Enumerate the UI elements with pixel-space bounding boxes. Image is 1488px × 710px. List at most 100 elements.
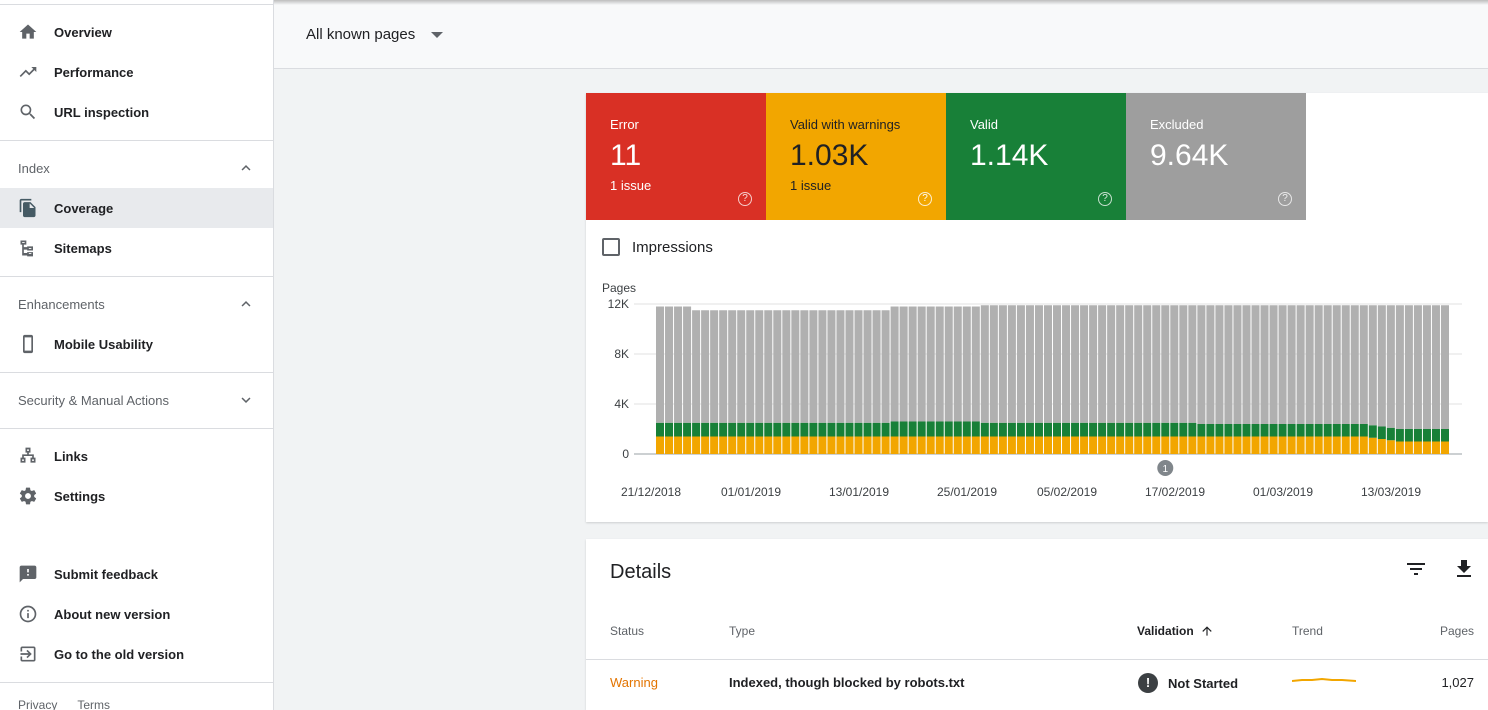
bar-segment-2 xyxy=(971,421,980,437)
column-header-pages[interactable]: Pages xyxy=(1439,624,1474,638)
bar-segment-3 xyxy=(1098,305,1107,423)
privacy-link[interactable]: Privacy xyxy=(18,698,58,710)
bar-segment-3 xyxy=(1413,305,1422,429)
bar-segment-2 xyxy=(863,422,872,437)
filter-button[interactable] xyxy=(1404,557,1428,581)
links-icon xyxy=(0,446,54,466)
bar-segment-3 xyxy=(1134,305,1143,423)
sidebar-item-url-inspection[interactable]: URL inspection xyxy=(0,92,273,132)
sidebar-item-label: Submit feedback xyxy=(54,566,159,582)
coverage-chart: Pages 12K 8K 4K 0 1 21/12/2018 01/01/2019 13/01/… xyxy=(602,281,1462,499)
sidebar-item-sitemaps[interactable]: Sitemaps xyxy=(0,228,273,268)
bar-segment-1 xyxy=(1323,436,1332,454)
help-icon[interactable]: ? xyxy=(1278,192,1292,206)
sidebar-item-submit-feedback[interactable]: Submit feedback xyxy=(0,554,273,594)
bar-segment-3 xyxy=(746,310,755,423)
bar-segment-3 xyxy=(1386,305,1395,428)
tile-label: Excluded xyxy=(1150,117,1204,132)
table-row[interactable]: Warning Indexed, though blocked by robot… xyxy=(586,660,1488,706)
bar-segment-2 xyxy=(665,422,674,437)
exit-icon xyxy=(0,644,54,664)
bar-segment-1 xyxy=(1089,436,1098,454)
bar-segment-1 xyxy=(764,436,773,454)
bar-segment-3 xyxy=(791,310,800,423)
bar-segment-2 xyxy=(755,422,764,437)
bar-segment-2 xyxy=(800,422,809,437)
tile-excluded[interactable]: Excluded 9.64K ? xyxy=(1126,93,1306,220)
bar-segment-3 xyxy=(800,310,809,423)
bar-segment-2 xyxy=(1422,429,1431,442)
bar-segment-2 xyxy=(674,422,683,437)
sidebar-item-overview[interactable]: Overview xyxy=(0,12,273,52)
sidebar-item-mobile-usability[interactable]: Mobile Usability xyxy=(0,324,273,364)
bar-segment-3 xyxy=(656,306,665,423)
bar-segment-2 xyxy=(1296,424,1305,437)
bar-segment-2 xyxy=(1062,422,1071,437)
bar-segment-3 xyxy=(1034,305,1043,423)
sidebar-divider xyxy=(0,140,273,141)
x-tick-label: 25/01/2019 xyxy=(937,485,997,499)
bar-segment-1 xyxy=(1404,441,1413,454)
bar-segment-1 xyxy=(881,436,890,454)
bar-segment-1 xyxy=(782,436,791,454)
bar-segment-1 xyxy=(1107,436,1116,454)
bar-segment-3 xyxy=(728,310,737,423)
tile-value: 1.14K xyxy=(970,139,1049,172)
tile-valid-with-warnings[interactable]: Valid with warnings 1.03K 1 issue ? xyxy=(766,93,946,220)
bar-segment-3 xyxy=(1206,305,1215,424)
download-button[interactable] xyxy=(1452,557,1476,581)
bar-segment-3 xyxy=(1323,305,1332,424)
bar-segment-2 xyxy=(809,422,818,437)
sidebar-item-coverage[interactable]: Coverage xyxy=(0,188,273,228)
bar-segment-2 xyxy=(872,422,881,437)
bar-segment-3 xyxy=(1043,305,1052,423)
bar-segment-1 xyxy=(836,436,845,454)
page-filter-dropdown[interactable]: All known pages xyxy=(306,26,444,43)
column-header-validation[interactable]: Validation xyxy=(1137,624,1214,638)
bar-segment-2 xyxy=(1431,429,1440,442)
sidebar-section-index[interactable]: Index xyxy=(0,148,273,188)
bar-segment-3 xyxy=(764,310,773,423)
bar-segment-2 xyxy=(1034,422,1043,437)
row-type: Indexed, though blocked by robots.txt xyxy=(729,675,965,690)
column-header-status[interactable]: Status xyxy=(610,624,645,638)
bar-segment-1 xyxy=(1242,436,1251,454)
bar-segment-2 xyxy=(1043,422,1052,437)
bar-segment-3 xyxy=(710,310,719,423)
bar-segment-2 xyxy=(773,422,782,437)
tile-valid[interactable]: Valid 1.14K ? xyxy=(946,93,1126,220)
bar-segment-1 xyxy=(1341,436,1350,454)
sidebar-item-links[interactable]: Links xyxy=(0,436,273,476)
bar-segment-1 xyxy=(1332,436,1341,454)
chevron-down-icon xyxy=(241,397,251,403)
bar-segment-2 xyxy=(1134,422,1143,437)
sidebar-item-performance[interactable]: Performance xyxy=(0,52,273,92)
bar-segment-3 xyxy=(1215,305,1224,424)
bar-segment-1 xyxy=(953,436,962,454)
bar-segment-3 xyxy=(989,305,998,423)
help-icon[interactable]: ? xyxy=(918,192,932,206)
bar-segment-2 xyxy=(1341,424,1350,437)
bar-segment-1 xyxy=(1080,436,1089,454)
impressions-toggle[interactable]: Impressions xyxy=(602,238,713,256)
bar-segment-2 xyxy=(1098,422,1107,437)
sidebar-item-old-version[interactable]: Go to the old version xyxy=(0,634,273,674)
bar-segment-1 xyxy=(1152,436,1161,454)
filter-icon xyxy=(1407,563,1425,575)
sidebar-section-security[interactable]: Security & Manual Actions xyxy=(0,380,273,420)
bar-segment-1 xyxy=(692,436,701,454)
terms-link[interactable]: Terms xyxy=(77,698,111,710)
column-header-trend[interactable]: Trend xyxy=(1292,624,1323,638)
row-pages: 1,027 xyxy=(1441,675,1474,690)
help-icon[interactable]: ? xyxy=(738,192,752,206)
tile-error[interactable]: Error 11 1 issue ? xyxy=(586,93,766,220)
sidebar-section-enhancements[interactable]: Enhancements xyxy=(0,284,273,324)
column-header-type[interactable]: Type xyxy=(729,624,756,638)
sidebar-item-about-new-version[interactable]: About new version xyxy=(0,594,273,634)
help-icon[interactable]: ? xyxy=(1098,192,1112,206)
bar-segment-1 xyxy=(944,436,953,454)
impressions-checkbox[interactable] xyxy=(602,238,620,256)
bar-segment-3 xyxy=(1242,305,1251,424)
sidebar-item-settings[interactable]: Settings xyxy=(0,476,273,516)
bar-segment-2 xyxy=(1386,427,1395,441)
